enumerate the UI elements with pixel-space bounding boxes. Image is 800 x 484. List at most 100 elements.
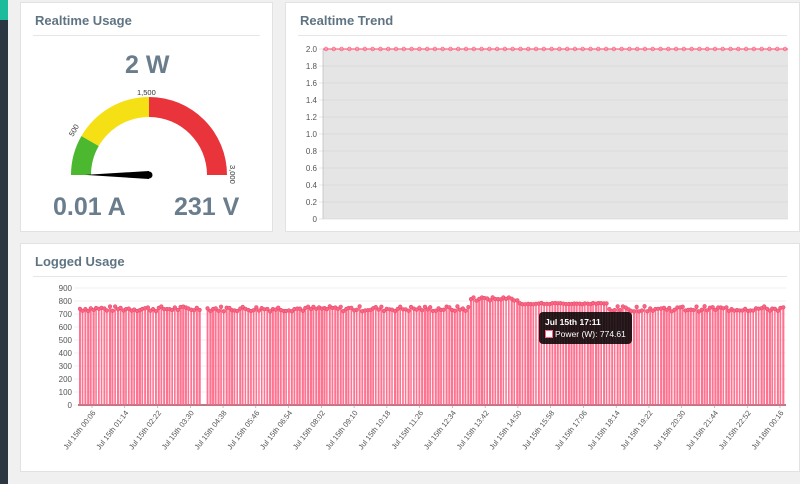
logged-data-bar bbox=[725, 307, 728, 405]
logged-data-bar bbox=[163, 309, 166, 405]
logged-point bbox=[354, 307, 359, 312]
logged-point bbox=[335, 306, 340, 311]
logged-data-bar bbox=[746, 310, 750, 405]
logged-data-bar bbox=[527, 303, 530, 405]
trend-point bbox=[541, 46, 547, 52]
logged-data-bar bbox=[231, 310, 234, 405]
logged-data-bar bbox=[149, 310, 152, 405]
logged-data-bar bbox=[304, 307, 307, 405]
logged-x-tick-label: Jul 15th 21:44 bbox=[684, 409, 720, 452]
logged-data-bar bbox=[483, 298, 486, 405]
logged-data-bar bbox=[146, 307, 149, 405]
logged-data-bar bbox=[646, 311, 649, 405]
tooltip-swatch bbox=[545, 330, 553, 338]
trend-point bbox=[603, 46, 609, 52]
trend-point bbox=[634, 46, 640, 52]
logged-point bbox=[414, 307, 419, 312]
trend-point bbox=[681, 46, 687, 52]
logged-data-bar bbox=[613, 310, 616, 405]
logged-data-bar bbox=[684, 310, 687, 405]
logged-point bbox=[775, 308, 780, 313]
logged-point bbox=[86, 308, 91, 314]
trend-point bbox=[479, 46, 484, 52]
logged-data-bar bbox=[144, 308, 146, 405]
trend-point bbox=[370, 46, 375, 52]
logged-data-bar bbox=[407, 310, 410, 405]
logged-data-bar bbox=[271, 309, 274, 405]
logged-point bbox=[433, 308, 438, 313]
logged-data-bar bbox=[660, 308, 663, 405]
trend-point bbox=[471, 46, 477, 52]
logged-data-bar bbox=[342, 311, 345, 405]
logged-y-tick-label: 700 bbox=[59, 310, 73, 319]
logged-data-bar bbox=[616, 306, 619, 405]
logged-data-bar bbox=[573, 303, 576, 405]
logged-data-bar bbox=[279, 310, 282, 405]
logged-data-bar bbox=[236, 310, 239, 405]
logged-data-bar bbox=[195, 307, 198, 405]
realtime-usage-title: Realtime Usage bbox=[35, 13, 132, 28]
logged-data-bar bbox=[119, 307, 122, 405]
logged-data-bar bbox=[763, 306, 766, 405]
logged-data-bar bbox=[399, 306, 401, 405]
trend-y-tick-label: 1.4 bbox=[306, 96, 318, 105]
logged-data-bar bbox=[597, 303, 600, 405]
logged-point bbox=[762, 304, 767, 309]
logged-data-bar bbox=[309, 309, 313, 405]
logged-data-bar bbox=[95, 307, 97, 405]
logged-data-bar bbox=[624, 307, 627, 405]
logged-point bbox=[645, 309, 650, 314]
logged-data-bar bbox=[635, 306, 638, 405]
logged-usage-chart[interactable]: 0 100 200 300 400 500 600 700 800 900 Jul 15th 00… bbox=[21, 278, 800, 473]
logged-series-area bbox=[79, 297, 785, 405]
logged-point bbox=[639, 308, 645, 313]
logged-point bbox=[772, 306, 778, 311]
chart-tooltip: Jul 15th 17:11 Power (W): 774.61 bbox=[539, 312, 632, 344]
logged-data-bar bbox=[269, 311, 272, 405]
logged-point bbox=[218, 304, 224, 309]
logged-y-tick-label: 100 bbox=[59, 388, 73, 397]
logged-data-bar bbox=[336, 308, 339, 405]
logged-data-bar bbox=[774, 308, 776, 405]
logged-point bbox=[604, 301, 609, 306]
logged-data-bar bbox=[537, 303, 540, 405]
power-gauge: 500 1,500 3,000 bbox=[67, 88, 237, 184]
logged-data-bar bbox=[396, 309, 399, 405]
logged-data-bar bbox=[263, 309, 266, 405]
logged-data-bar bbox=[157, 307, 160, 405]
logged-data-bar bbox=[168, 309, 171, 405]
logged-data-bar bbox=[556, 303, 559, 405]
logged-point bbox=[615, 304, 620, 309]
trend-point bbox=[588, 46, 593, 52]
logged-point bbox=[256, 308, 262, 313]
logged-point bbox=[338, 304, 343, 309]
logged-point bbox=[170, 307, 175, 313]
logged-data-bar bbox=[744, 308, 747, 405]
logged-point bbox=[254, 305, 259, 310]
logged-point bbox=[417, 305, 422, 310]
logged-data-bar bbox=[190, 309, 193, 405]
trend-point bbox=[526, 46, 531, 52]
logged-data-bar bbox=[491, 297, 494, 405]
logged-data-bar bbox=[160, 306, 163, 405]
logged-point bbox=[471, 295, 476, 300]
logged-x-tick-label: Jul 15th 18:14 bbox=[586, 409, 622, 452]
logged-point bbox=[702, 304, 707, 309]
logged-data-bar bbox=[505, 298, 507, 405]
logged-point bbox=[379, 304, 384, 309]
logged-data-bar bbox=[489, 300, 492, 405]
trend-point bbox=[378, 46, 383, 52]
logged-data-bar bbox=[307, 306, 310, 405]
sidebar-accent bbox=[0, 0, 8, 20]
logged-data-bar bbox=[676, 307, 679, 405]
logged-data-bar bbox=[708, 307, 711, 405]
logged-data-bar bbox=[703, 306, 706, 405]
trend-series-points bbox=[323, 46, 788, 52]
logged-x-tick-label: Jul 15th 08:02 bbox=[291, 409, 327, 452]
logged-data-bar bbox=[736, 310, 738, 405]
logged-data-bar bbox=[174, 307, 176, 405]
logged-data-bar bbox=[114, 306, 116, 405]
logged-data-bar bbox=[630, 310, 632, 405]
logged-data-bar bbox=[125, 309, 127, 405]
logged-point bbox=[452, 308, 457, 313]
